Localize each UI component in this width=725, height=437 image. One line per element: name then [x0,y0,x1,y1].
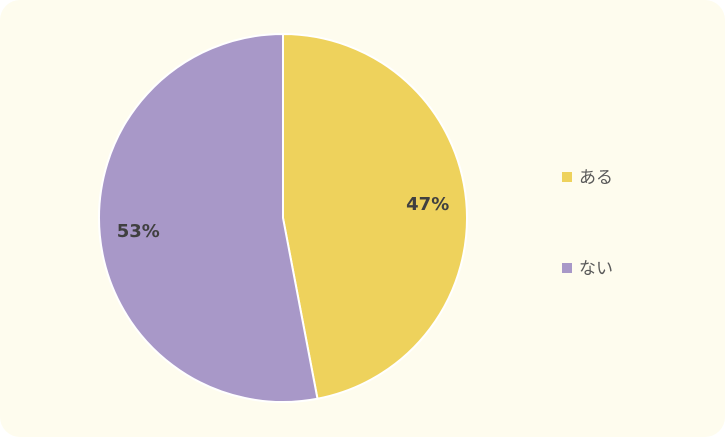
legend-item-aru: ある [562,160,702,190]
legend: ある ない [562,160,702,342]
pie-slice-nai [98,32,319,403]
legend-swatch-nai [562,262,572,273]
legend-label-aru: ある [579,167,613,188]
legend-label-nai: ない [579,258,613,279]
legend-item-nai: ない [562,251,702,281]
data-label-aru: 47% [406,194,449,215]
legend-swatch-aru [562,171,572,182]
pie-slice-aru [282,32,468,400]
data-label-nai: 53% [117,221,160,242]
